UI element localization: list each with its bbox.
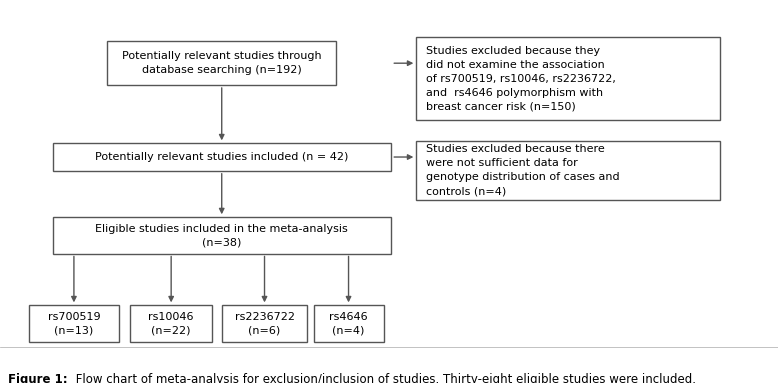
Text: rs4646
(n=4): rs4646 (n=4) (329, 312, 368, 336)
Text: Potentially relevant studies included (n = 42): Potentially relevant studies included (n… (95, 152, 349, 162)
Text: rs2236722
(n=6): rs2236722 (n=6) (234, 312, 295, 336)
Text: rs10046
(n=22): rs10046 (n=22) (149, 312, 194, 336)
Text: rs700519
(n=13): rs700519 (n=13) (47, 312, 100, 336)
Bar (52, 217, 391, 254)
Text: Studies excluded because there
were not sufficient data for
genotype distributio: Studies excluded because there were not … (426, 144, 619, 196)
Bar (130, 306, 212, 342)
Bar (52, 143, 391, 171)
Text: Potentially relevant studies through
database searching (n=192): Potentially relevant studies through dat… (122, 51, 321, 75)
Bar (222, 306, 307, 342)
Bar (314, 306, 384, 342)
Bar (29, 306, 118, 342)
Text: Studies excluded because they
did not examine the association
of rs700519, rs100: Studies excluded because they did not ex… (426, 46, 615, 111)
Bar (416, 141, 720, 200)
Bar (416, 38, 720, 119)
Bar (107, 41, 336, 85)
Text: Eligible studies included in the meta-analysis
(n=38): Eligible studies included in the meta-an… (96, 224, 348, 247)
Text: Figure 1:: Figure 1: (8, 373, 68, 383)
Text: Flow chart of meta-analysis for exclusion/inclusion of studies. Thirty-eight eli: Flow chart of meta-analysis for exclusio… (72, 373, 696, 383)
